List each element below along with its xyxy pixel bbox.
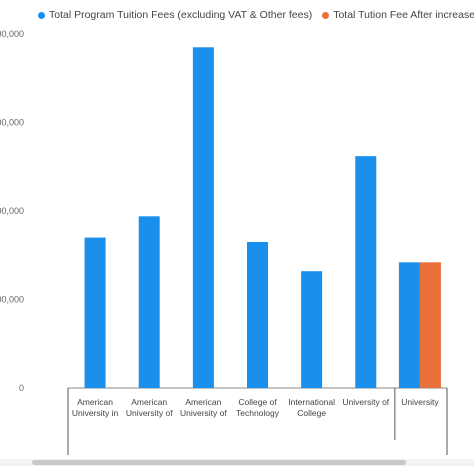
x-tick-label: University [401, 397, 439, 407]
x-tick-label: Technology [236, 408, 280, 418]
bar-tuition-fees [84, 237, 106, 388]
x-tick-label: American [185, 397, 221, 407]
x-tick-label: University of [126, 408, 173, 418]
x-tick-label: College [297, 408, 326, 418]
bar-tuition-fees [355, 156, 377, 388]
x-tick-label: American [131, 397, 167, 407]
y-tick-label: 100,000 [0, 295, 24, 305]
bar-fee-after-increase [419, 262, 441, 388]
bar-tuition-fees [192, 47, 214, 389]
legend-item-fee-after-increase[interactable]: Total Tution Fee After increase [322, 9, 474, 21]
bar-tuition-fees [398, 262, 420, 388]
bar-tuition-fees [301, 271, 323, 388]
horizontal-scrollbar[interactable] [0, 459, 474, 466]
x-tick-label: College of [238, 397, 277, 407]
legend-label: Total Program Tuition Fees (excluding VA… [49, 9, 313, 21]
x-tick-label: International [288, 397, 335, 407]
y-tick-label: 200,000 [0, 206, 24, 216]
bar-tuition-fees [138, 216, 160, 388]
scrollbar-thumb[interactable] [32, 460, 406, 465]
x-tick-label: University of [342, 397, 389, 407]
x-tick-label: University of [180, 408, 227, 418]
chart-legend: Total Program Tuition Fees (excluding VA… [38, 9, 474, 21]
x-tick-label: University in [72, 408, 119, 418]
legend-label: Total Tution Fee After increase [333, 9, 474, 21]
bar-tuition-fees [247, 241, 268, 388]
legend-swatch-blue [38, 11, 45, 19]
y-tick-label: 400,000 [0, 29, 24, 39]
y-tick-label: 0 [19, 383, 24, 393]
legend-swatch-orange [322, 11, 330, 19]
x-tick-label: American [77, 397, 113, 407]
legend-item-tuition-fees[interactable]: Total Program Tuition Fees (excluding VA… [38, 9, 312, 21]
y-tick-label: 300,000 [0, 118, 24, 128]
